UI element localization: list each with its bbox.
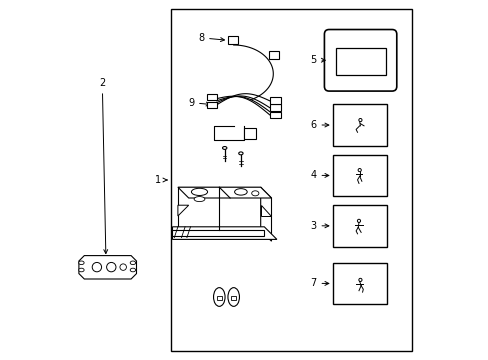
Text: 3: 3 <box>310 221 328 231</box>
Text: 2: 2 <box>99 78 107 253</box>
Text: 6: 6 <box>310 120 328 130</box>
Ellipse shape <box>234 189 247 195</box>
Bar <box>206 94 216 100</box>
Text: 4: 4 <box>310 170 328 180</box>
Bar <box>269 97 281 104</box>
Ellipse shape <box>213 288 224 306</box>
Polygon shape <box>172 227 276 239</box>
Ellipse shape <box>79 261 84 265</box>
Polygon shape <box>260 187 271 241</box>
Circle shape <box>120 264 126 270</box>
Bar <box>335 49 385 75</box>
Polygon shape <box>260 205 271 216</box>
Polygon shape <box>172 230 264 236</box>
Bar <box>269 104 281 111</box>
Bar <box>244 128 256 139</box>
Ellipse shape <box>191 188 207 195</box>
Ellipse shape <box>227 288 239 306</box>
Polygon shape <box>79 256 136 279</box>
Bar <box>228 36 238 44</box>
Circle shape <box>106 262 116 272</box>
Ellipse shape <box>222 147 226 149</box>
Ellipse shape <box>238 152 243 155</box>
Ellipse shape <box>251 191 258 196</box>
Circle shape <box>92 262 102 272</box>
Bar <box>332 263 386 304</box>
Bar <box>231 296 236 300</box>
Bar <box>206 102 216 108</box>
Ellipse shape <box>194 197 204 202</box>
Bar <box>268 51 279 59</box>
Bar <box>216 296 222 300</box>
Polygon shape <box>178 187 260 230</box>
Bar <box>170 9 411 351</box>
Text: 8: 8 <box>198 33 224 43</box>
Text: 9: 9 <box>187 98 210 108</box>
Text: 5: 5 <box>309 55 325 65</box>
Ellipse shape <box>130 268 135 272</box>
Text: 1: 1 <box>155 175 166 185</box>
Bar <box>332 155 386 196</box>
Text: 7: 7 <box>309 278 328 288</box>
Ellipse shape <box>79 268 84 272</box>
Bar <box>332 205 386 247</box>
Bar <box>332 104 386 146</box>
Polygon shape <box>178 205 188 216</box>
Bar <box>269 112 281 118</box>
FancyBboxPatch shape <box>324 30 396 91</box>
Ellipse shape <box>130 261 135 265</box>
Polygon shape <box>178 187 271 198</box>
